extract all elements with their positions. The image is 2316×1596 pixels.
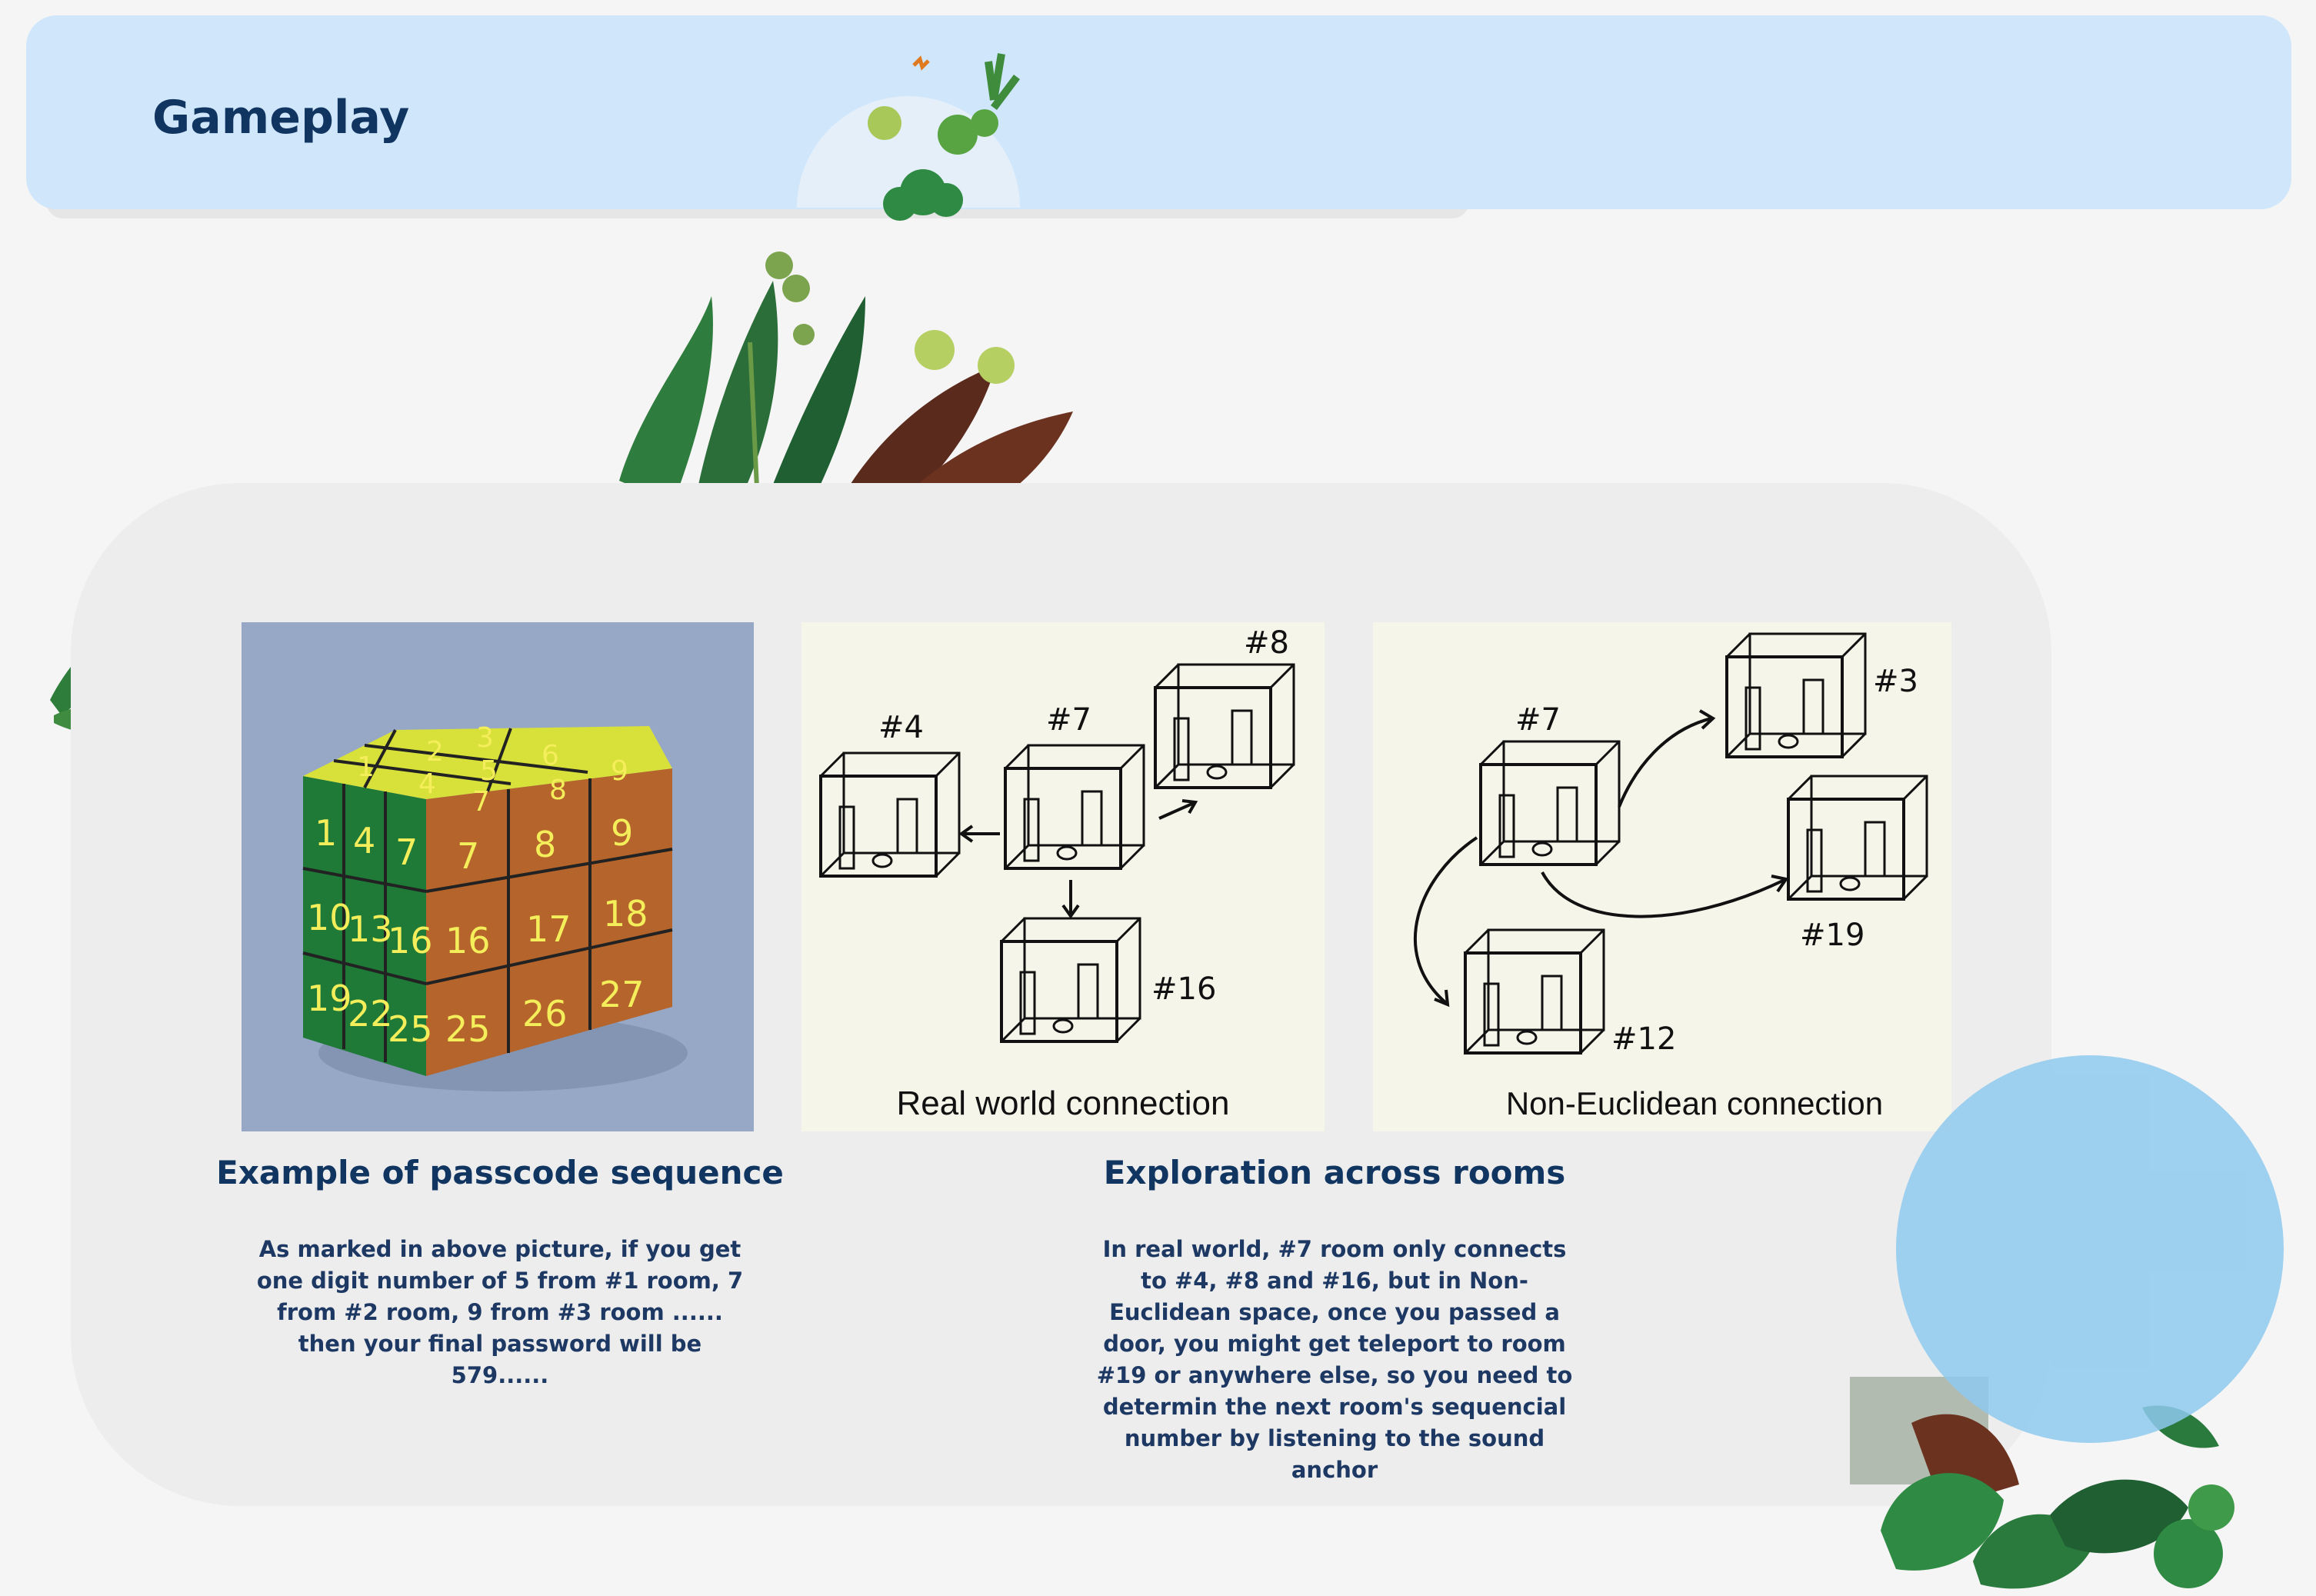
cube-digit: 13 — [348, 908, 393, 950]
header-banner — [26, 15, 2291, 209]
passcode-cube-image: 1 2 3 4 5 6 7 8 9 1 4 7 10 13 16 19 22 2… — [242, 622, 754, 1131]
cube-digit: 17 — [526, 908, 572, 950]
cube-digit: 4 — [353, 820, 375, 861]
cube-digit: 8 — [549, 775, 567, 806]
cube-digit: 9 — [611, 755, 628, 787]
cube-digit: 22 — [348, 993, 393, 1035]
cube-digit: 1 — [315, 812, 337, 854]
room-label: #7 — [1046, 702, 1091, 738]
room-label: #16 — [1151, 971, 1216, 1007]
cube-digit: 6 — [542, 740, 559, 771]
room-label: #12 — [1611, 1021, 1676, 1057]
section-title-passcode: Example of passcode sequence — [216, 1154, 784, 1191]
room-label: #8 — [1244, 625, 1289, 661]
cube-digit: 8 — [534, 824, 556, 865]
cube-digit: 7 — [457, 835, 479, 877]
cube-digit: 3 — [476, 722, 494, 754]
section-text-passcode: As marked in above picture, if you get o… — [256, 1236, 744, 1388]
header-plant-icon — [797, 53, 1020, 221]
room-label: #7 — [1515, 702, 1561, 738]
room-label: #19 — [1800, 918, 1864, 953]
cube-digit: 5 — [480, 755, 498, 787]
cube-digit: 10 — [307, 897, 352, 938]
cube-digit: 18 — [603, 893, 648, 935]
cube-digit: 7 — [472, 786, 490, 818]
cube-digit: 26 — [522, 993, 568, 1035]
cube-digit: 4 — [418, 768, 436, 800]
real-world-connection-image: #4 #7 #8 #16 Real world connection — [801, 622, 1325, 1131]
page-title: Gameplay — [152, 91, 410, 145]
room-label: #3 — [1873, 664, 1918, 699]
decorative-circle — [1896, 1055, 2284, 1443]
room-label: #4 — [878, 710, 924, 745]
cube-digit: 16 — [445, 920, 491, 961]
section-text-exploration: In real world, #7 room only connects to … — [1096, 1236, 1573, 1483]
cube-digit: 27 — [599, 974, 645, 1015]
cube-digit: 19 — [307, 978, 352, 1019]
non-euclidean-label: Non-Euclidean connection — [1506, 1085, 1883, 1121]
cube-digit: 1 — [357, 751, 375, 783]
cube-digit: 25 — [445, 1008, 491, 1050]
cube-digit: 2 — [426, 736, 444, 768]
cube-digit: 9 — [611, 812, 633, 854]
section-title-exploration: Exploration across rooms — [1103, 1154, 1566, 1191]
real-world-label: Real world connection — [897, 1085, 1230, 1122]
foliage-bottom-right-icon — [1850, 1377, 2234, 1589]
non-euclidean-connection-image: #7 #3 #19 #12 Non-Euclidean connection — [1373, 622, 1951, 1131]
cube-digit: 25 — [388, 1008, 433, 1050]
cube-digit: 16 — [388, 920, 433, 961]
cube-digit: 7 — [395, 831, 418, 873]
